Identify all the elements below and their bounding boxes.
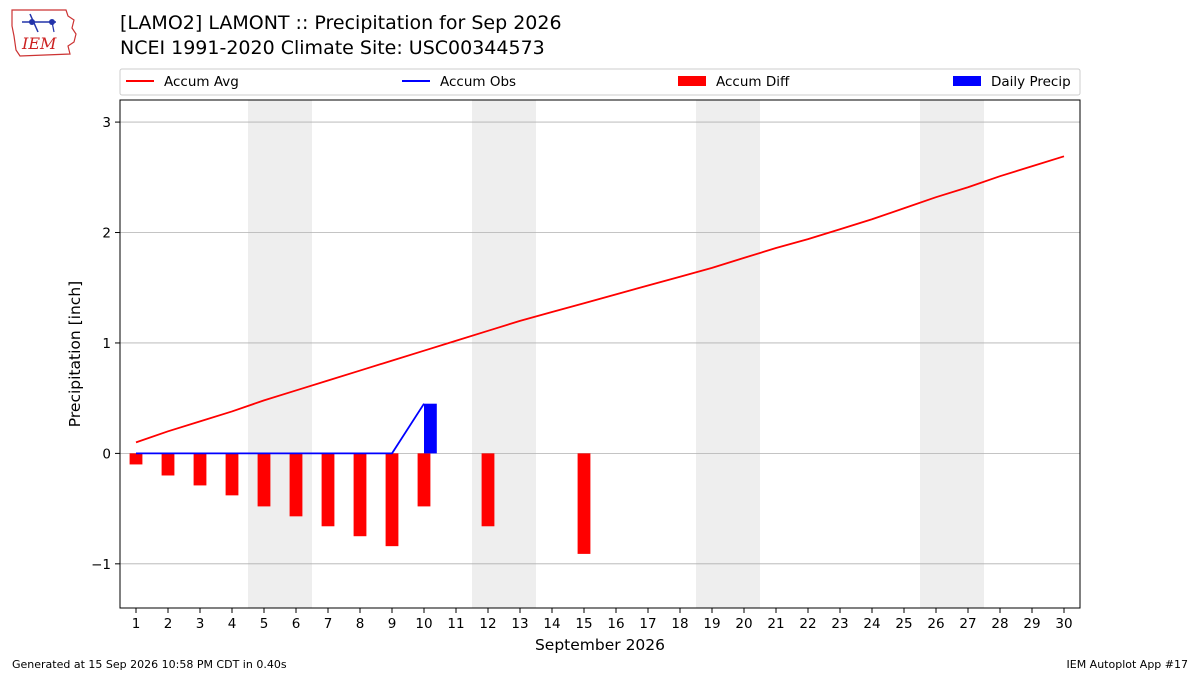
legend-label-accum-avg: Accum Avg	[164, 74, 239, 90]
x-tick-label-8: 9	[388, 616, 397, 632]
accum-diff-bar-6	[321, 453, 335, 527]
accum-diff-bar-9	[417, 453, 431, 507]
x-tick-label-19: 20	[735, 616, 752, 632]
legend-frame	[119, 68, 1081, 96]
x-tick-label-5: 6	[292, 616, 301, 632]
legend-label-accum-obs: Accum Obs	[440, 74, 516, 90]
x-tick-label-0: 1	[132, 616, 141, 632]
daily-precip-bar-0	[424, 403, 437, 454]
weekend-band-2	[696, 100, 760, 608]
x-tick-label-9: 10	[415, 616, 432, 632]
accum-diff-bar-5	[289, 453, 303, 517]
accum-diff-bar-11	[577, 453, 591, 554]
lines	[135, 155, 1065, 455]
y-tick-label-0: −1	[91, 557, 111, 573]
plot-frame	[119, 99, 1081, 609]
x-tick-label-4: 5	[260, 616, 269, 632]
x-tick-label-26: 27	[959, 616, 976, 632]
weekend-band-1	[472, 100, 536, 608]
x-tick-label-24: 25	[895, 616, 912, 632]
x-tick-label-21: 22	[799, 616, 816, 632]
x-tick-label-25: 26	[927, 616, 944, 632]
x-tick-label-12: 13	[511, 616, 528, 632]
accum-diff-bar-1	[161, 453, 175, 476]
x-tick-label-20: 21	[767, 616, 784, 632]
accum-avg-line	[135, 155, 1065, 444]
iowa-outline-icon	[11, 9, 77, 57]
weather-station-icon	[22, 13, 56, 33]
legend: Accum Avg Accum Obs Accum Diff Daily Pre…	[119, 68, 1081, 96]
accum-diff-bar-7	[353, 453, 367, 537]
accum-diff-bar-0	[129, 453, 143, 465]
y-axis-label: Precipitation [inch]	[66, 281, 84, 427]
x-tick-label-13: 14	[543, 616, 560, 632]
x-tick-label-10: 11	[447, 616, 464, 632]
weekend-shading	[248, 100, 984, 608]
weekend-band-0	[248, 100, 312, 608]
accum-diff-bar-4	[257, 453, 271, 507]
accum-diff-bar-2	[193, 453, 207, 486]
x-tick-label-15: 16	[607, 616, 624, 632]
x-tick-label-11: 12	[479, 616, 496, 632]
accum-obs-line	[136, 403, 425, 455]
x-tick-label-7: 8	[356, 616, 365, 632]
x-tick-label-17: 18	[671, 616, 688, 632]
x-tick-label-14: 15	[575, 616, 592, 632]
weekend-band-3	[920, 100, 984, 608]
y-tick-label-3: 2	[102, 226, 111, 242]
x-tick-label-3: 4	[228, 616, 237, 632]
x-tick-label-28: 29	[1023, 616, 1040, 632]
app-credit: IEM Autoplot App #17	[1066, 658, 1189, 671]
x-tick-label-27: 28	[991, 616, 1008, 632]
logo-text: IEM	[21, 34, 57, 53]
x-axis-label: September 2026	[535, 636, 665, 654]
legend-label-accum-diff: Accum Diff	[716, 74, 790, 90]
x-tick-label-18: 19	[703, 616, 720, 632]
x-tick-label-29: 30	[1055, 616, 1072, 632]
bars	[129, 403, 591, 554]
y-tick-label-2: 1	[102, 336, 111, 352]
y-tick-label-4: 3	[102, 115, 111, 131]
x-tick-label-23: 24	[863, 616, 880, 632]
accum-diff-bar-3	[225, 453, 239, 496]
grid	[120, 121, 1080, 565]
generated-note: Generated at 15 Sep 2026 10:58 PM CDT in…	[12, 658, 287, 671]
x-tick-label-16: 17	[639, 616, 656, 632]
y-tick-label-1: 0	[102, 446, 111, 462]
x-tick-label-1: 2	[164, 616, 173, 632]
chart-subtitle: NCEI 1991-2020 Climate Site: USC00344573	[120, 37, 545, 59]
accum-diff-bar-8	[385, 453, 399, 547]
x-tick-label-2: 3	[196, 616, 205, 632]
chart-title: [LAMO2] LAMONT :: Precipitation for Sep …	[120, 12, 562, 34]
legend-swatch-daily-precip	[953, 76, 981, 86]
legend-swatch-accum-diff	[678, 76, 706, 86]
iem-logo: IEM	[11, 9, 77, 57]
x-tick-label-6: 7	[324, 616, 333, 632]
accum-diff-bar-10	[481, 453, 495, 527]
legend-label-daily-precip: Daily Precip	[991, 74, 1071, 90]
x-tick-label-22: 23	[831, 616, 848, 632]
